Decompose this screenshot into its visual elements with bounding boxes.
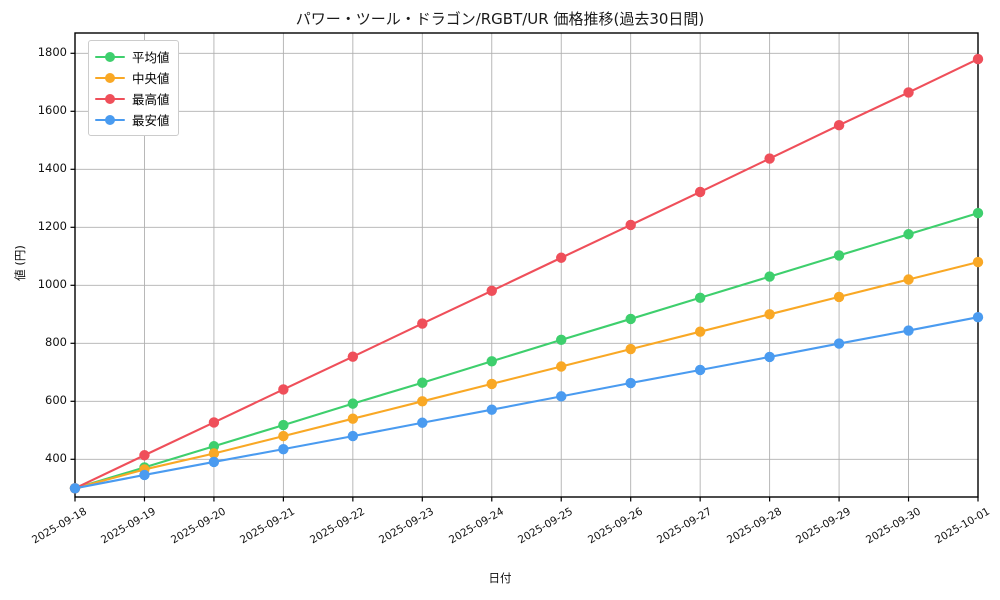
data-point-marker xyxy=(833,250,845,261)
data-point-marker xyxy=(625,313,636,325)
data-point-marker xyxy=(347,398,359,409)
data-point-marker xyxy=(417,396,428,407)
legend-item-4[interactable]: 最安値 xyxy=(95,109,170,130)
chart-legend: 平均値中央値最高値最安値 xyxy=(88,40,179,136)
data-point-marker xyxy=(486,404,497,415)
y-tick-label: 1600 xyxy=(37,103,67,118)
legend-label: 中央値 xyxy=(132,71,170,86)
series-line xyxy=(73,58,980,490)
data-point-marker xyxy=(347,413,359,424)
data-point-marker xyxy=(833,120,845,131)
plot-background xyxy=(75,33,978,497)
data-point-marker xyxy=(278,419,289,431)
data-point-marker xyxy=(625,343,636,355)
y-tick-label: 400 xyxy=(45,451,67,466)
data-point-marker xyxy=(347,430,359,442)
data-point-marker xyxy=(903,274,914,285)
y-tick-label: 800 xyxy=(45,335,67,350)
series-line xyxy=(73,316,980,490)
data-point-marker xyxy=(208,417,220,428)
data-point-marker xyxy=(903,325,914,336)
legend-item-1[interactable]: 平均値 xyxy=(95,46,170,67)
data-point-marker xyxy=(486,285,497,297)
data-point-marker xyxy=(278,384,289,395)
data-point-marker xyxy=(694,186,706,198)
data-point-marker xyxy=(764,309,775,320)
legend-swatch-icon xyxy=(95,50,125,64)
data-point-marker xyxy=(417,318,428,329)
data-point-marker xyxy=(208,441,220,452)
data-point-marker xyxy=(208,456,220,468)
data-point-marker xyxy=(833,338,845,349)
data-point-marker xyxy=(139,469,150,481)
data-point-marker xyxy=(278,430,289,442)
data-point-marker xyxy=(694,364,706,376)
y-tick-label: 1000 xyxy=(37,277,67,292)
data-point-marker xyxy=(903,87,914,98)
data-point-marker xyxy=(139,450,150,461)
data-point-marker xyxy=(486,356,497,367)
data-point-marker xyxy=(972,53,984,65)
data-point-marker xyxy=(903,229,914,240)
legend-item-2[interactable]: 中央値 xyxy=(95,67,170,88)
data-point-marker xyxy=(278,443,289,455)
data-point-marker xyxy=(486,378,497,390)
data-point-marker xyxy=(972,312,984,323)
legend-item-3[interactable]: 最高値 xyxy=(95,88,170,109)
data-point-marker xyxy=(417,377,428,388)
series-line xyxy=(73,261,980,490)
series-line xyxy=(73,212,980,490)
data-point-marker xyxy=(556,252,567,263)
data-point-marker xyxy=(347,351,359,362)
legend-label: 最安値 xyxy=(132,113,170,128)
legend-label: 最高値 xyxy=(132,92,170,107)
data-point-marker xyxy=(764,271,775,282)
data-point-marker xyxy=(556,391,567,402)
data-point-marker xyxy=(556,334,567,346)
data-point-marker xyxy=(625,377,636,389)
y-tick-label: 1400 xyxy=(37,161,67,176)
data-point-marker xyxy=(764,351,775,363)
x-axis-label: 日付 xyxy=(488,571,512,585)
y-tick-label: 1200 xyxy=(37,219,67,234)
y-tick-label: 1800 xyxy=(37,45,67,60)
data-point-marker xyxy=(208,448,220,459)
chart-title: パワー・ツール・ドラゴン/RGBT/UR 価格推移(過去30日間) xyxy=(295,10,705,28)
data-point-marker xyxy=(972,256,984,268)
legend-swatch-icon xyxy=(95,113,125,127)
y-tick-label: 600 xyxy=(45,393,67,408)
legend-swatch-icon xyxy=(95,71,125,85)
data-point-marker xyxy=(694,292,706,303)
legend-label: 平均値 xyxy=(132,50,170,65)
data-point-marker xyxy=(764,153,775,164)
legend-swatch-icon xyxy=(95,92,125,106)
data-point-marker xyxy=(972,207,984,219)
data-point-marker xyxy=(833,291,845,303)
data-point-marker xyxy=(417,417,428,428)
data-point-marker xyxy=(556,361,567,372)
data-point-marker xyxy=(694,326,706,337)
data-point-marker xyxy=(69,483,81,494)
data-point-marker xyxy=(625,219,636,231)
